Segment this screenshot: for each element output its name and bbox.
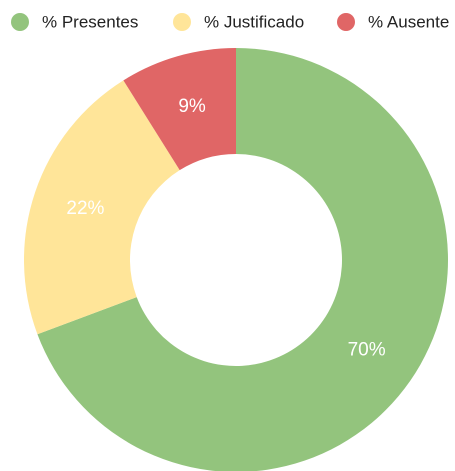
legend-swatch (337, 13, 355, 31)
legend-swatch (173, 13, 191, 31)
value-label: 22% (66, 198, 104, 219)
legend-swatch (11, 13, 29, 31)
legend-label: % Justificado (204, 12, 304, 31)
value-label: 9% (178, 96, 206, 117)
donut-slice (23, 80, 180, 335)
legend-label: % Ausente (368, 12, 449, 31)
legend-label: % Presentes (42, 12, 138, 31)
donut-slice (123, 48, 236, 171)
donut-slice (37, 48, 448, 471)
value-label: 70% (348, 340, 386, 361)
